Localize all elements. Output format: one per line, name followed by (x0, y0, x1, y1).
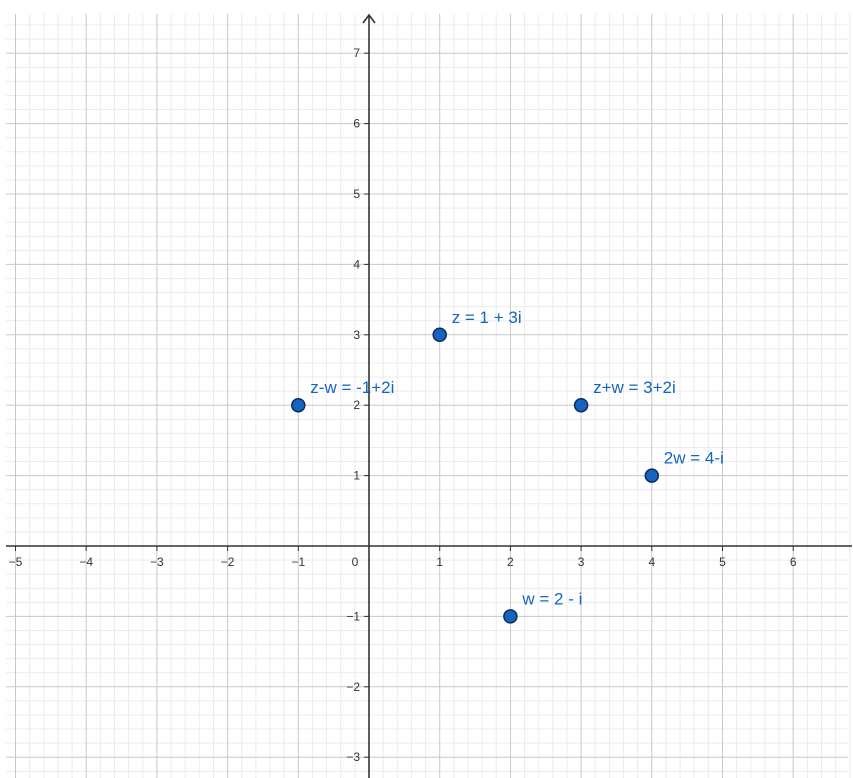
y-tick-label: 6 (353, 117, 360, 131)
y-tick-label: 1 (353, 469, 360, 483)
data-point (644, 468, 660, 483)
x-tick-label: 5 (719, 555, 726, 569)
x-tick-label: −5 (9, 555, 23, 569)
x-tick-label: 4 (648, 555, 655, 569)
point-label: z = 1 + 3i (452, 308, 522, 327)
y-tick-label: −3 (346, 750, 360, 764)
data-points: z = 1 + 3i z-w = -1+2i z+w = 3+2i 2w = 4-i w… (291, 308, 724, 624)
data-point (573, 397, 589, 413)
tick-labels: −5 −4 −3 −2 −1 0 1 2 3 4 5 6 −3 −2 −1 1 2 3 4 5 6 7 (9, 46, 797, 764)
y-tick-label: 5 (353, 187, 360, 201)
y-tick-label: −1 (346, 609, 360, 623)
data-point (503, 609, 518, 624)
x-tick-label: −2 (221, 555, 235, 569)
y-tick-label: 7 (353, 46, 360, 60)
y-tick-label: 4 (353, 257, 360, 271)
x-tick-label: 2 (507, 555, 514, 569)
x-tick-label: 6 (790, 555, 797, 569)
axes (6, 13, 852, 778)
point-label: z-w = -1+2i (310, 378, 394, 397)
minor-grid (6, 14, 851, 778)
point-label: z+w = 3+2i (593, 378, 676, 397)
y-axis-arrow (362, 13, 376, 24)
y-tick-label: 2 (353, 398, 360, 412)
point-label: 2w = 4-i (664, 449, 724, 468)
x-tick-label: 3 (578, 555, 585, 569)
y-tick-label: 3 (353, 328, 360, 342)
x-tick-label: 0 (352, 555, 359, 569)
data-point (432, 327, 447, 343)
data-point (291, 397, 306, 413)
x-tick-label: −3 (150, 555, 164, 569)
x-tick-label: 1 (436, 555, 443, 569)
major-grid (6, 14, 848, 778)
point-label: w = 2 - i (521, 589, 582, 608)
x-tick-label: −1 (291, 555, 305, 569)
x-tick-label: −4 (79, 555, 93, 569)
y-tick-label: −2 (346, 680, 360, 694)
